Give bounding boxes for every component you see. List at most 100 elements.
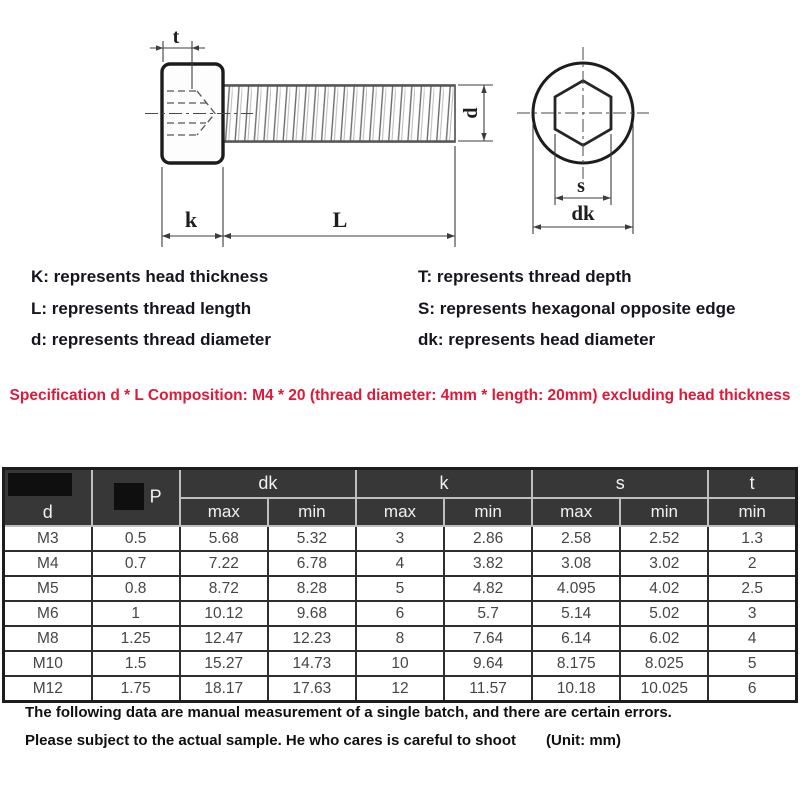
col-header-p-label: P bbox=[149, 486, 162, 507]
value-cell: 0.8 bbox=[90, 575, 181, 602]
size-cell: M5 bbox=[2, 575, 93, 602]
value-cell: 8.28 bbox=[266, 575, 357, 602]
note-line-1: The following data are manual measuremen… bbox=[25, 704, 672, 721]
value-cell: 12.47 bbox=[178, 625, 269, 652]
dim-label-l: L bbox=[333, 207, 348, 232]
footer-notes: The following data are manual measuremen… bbox=[25, 699, 672, 754]
value-cell: 6 bbox=[707, 675, 798, 703]
col-group-s: s bbox=[531, 467, 710, 499]
table-row: M5 0.8 8.72 8.28 5 4.82 4.095 4.02 2.5 bbox=[2, 575, 798, 602]
value-cell: 6.78 bbox=[266, 550, 357, 577]
front-view: s dk bbox=[517, 47, 649, 234]
subheader-dk-max: max bbox=[178, 497, 269, 527]
legend-right: T: represents thread depth S: represents… bbox=[418, 261, 735, 356]
value-cell: 1.5 bbox=[90, 650, 181, 677]
dim-k-l bbox=[161, 146, 456, 247]
size-cell: M8 bbox=[2, 625, 93, 652]
subheader-s-max: max bbox=[531, 497, 622, 527]
value-cell: 8 bbox=[354, 625, 446, 652]
value-cell: 10.12 bbox=[178, 600, 269, 627]
hidden-socket-lines bbox=[167, 90, 216, 136]
value-cell: 0.5 bbox=[90, 525, 181, 552]
spec-table-body: M3 0.5 5.68 5.32 3 2.86 2.58 2.52 1.3 M4 0.7 7.22 6.… bbox=[2, 525, 798, 703]
value-cell: 5 bbox=[707, 650, 798, 677]
dim-label-k: k bbox=[185, 207, 198, 232]
col-group-k: k bbox=[354, 467, 534, 499]
redacted-patch bbox=[8, 473, 72, 496]
value-cell: 4 bbox=[354, 550, 446, 577]
value-cell: 2.5 bbox=[707, 575, 798, 602]
legend-item-d: d: represents thread diameter bbox=[31, 330, 271, 349]
value-cell: 8.025 bbox=[619, 650, 710, 677]
value-cell: 9.64 bbox=[443, 650, 534, 677]
size-cell: M12 bbox=[2, 675, 93, 703]
value-cell: 3.02 bbox=[619, 550, 710, 577]
table-row: M3 0.5 5.68 5.32 3 2.86 2.58 2.52 1.3 bbox=[2, 525, 798, 552]
value-cell: 3 bbox=[354, 525, 446, 552]
value-cell: 18.17 bbox=[178, 675, 269, 703]
dim-label-dk: dk bbox=[571, 201, 595, 225]
dim-label-t: t bbox=[173, 26, 180, 48]
table-row: M10 1.5 15.27 14.73 10 9.64 8.175 8.025 5 bbox=[2, 650, 798, 677]
value-cell: 10 bbox=[354, 650, 446, 677]
value-cell: 4 bbox=[707, 625, 798, 652]
legend-item-s: S: represents hexagonal opposite edge bbox=[418, 298, 736, 318]
dimension-table-wrap: d P dk k s t max min max min max min min bbox=[2, 467, 798, 703]
legend-item-dk: dk: represents head diameter bbox=[418, 330, 656, 349]
specification-note: Specification d * L Composition: M4 * 20… bbox=[9, 387, 791, 404]
legend-item-k: K: represents head thickness bbox=[31, 267, 269, 286]
subheader-s-min: min bbox=[619, 497, 710, 527]
value-cell: 4.095 bbox=[531, 575, 622, 602]
value-cell: 2.58 bbox=[531, 525, 622, 552]
size-cell: M10 bbox=[2, 650, 93, 677]
value-cell: 9.68 bbox=[266, 600, 357, 627]
value-cell: 17.63 bbox=[266, 675, 357, 703]
unit-label: (Unit: mm) bbox=[546, 731, 621, 749]
dim-dk bbox=[532, 124, 634, 234]
subheader-k-max: max bbox=[354, 497, 446, 527]
value-cell: 2 bbox=[707, 550, 798, 577]
value-cell: 5 bbox=[354, 575, 446, 602]
dim-d bbox=[458, 84, 493, 142]
screw-technical-drawing: t k L d bbox=[0, 0, 800, 258]
legend-item-l: L: represents thread length bbox=[31, 298, 252, 318]
value-cell: 12.23 bbox=[266, 625, 357, 652]
size-cell: M3 bbox=[2, 525, 93, 552]
value-cell: 5.68 bbox=[178, 525, 269, 552]
value-cell: 3.08 bbox=[531, 550, 622, 577]
subheader-dk-min: min bbox=[266, 497, 357, 527]
value-cell: 1.75 bbox=[90, 675, 181, 703]
table-row: M8 1.25 12.47 12.23 8 7.64 6.14 6.02 4 bbox=[2, 625, 798, 652]
dim-label-d: d bbox=[460, 107, 482, 118]
subheader-t-min: min bbox=[707, 497, 798, 527]
value-cell: 11.57 bbox=[443, 675, 534, 703]
col-group-t: t bbox=[707, 467, 798, 499]
col-group-dk: dk bbox=[178, 467, 357, 499]
value-cell: 2.86 bbox=[443, 525, 534, 552]
value-cell: 1.3 bbox=[707, 525, 798, 552]
size-cell: M6 bbox=[2, 600, 93, 627]
table-row: M6 1 10.12 9.68 6 5.7 5.14 5.02 3 bbox=[2, 600, 798, 627]
front-centerlines bbox=[517, 47, 649, 179]
value-cell: 7.22 bbox=[178, 550, 269, 577]
value-cell: 8.175 bbox=[531, 650, 622, 677]
value-cell: 6.14 bbox=[531, 625, 622, 652]
table-row: M12 1.75 18.17 17.63 12 11.57 10.18 10.025 6 bbox=[2, 675, 798, 703]
value-cell: 3 bbox=[707, 600, 798, 627]
value-cell: 1 bbox=[90, 600, 181, 627]
dimension-table: d P dk k s t max min max min max min min bbox=[2, 467, 798, 703]
side-view: t k L d bbox=[145, 26, 493, 247]
value-cell: 14.73 bbox=[266, 650, 357, 677]
value-cell: 10.025 bbox=[619, 675, 710, 703]
col-header-p: P bbox=[90, 467, 181, 527]
legend-left: K: represents head thickness L: represen… bbox=[31, 261, 271, 356]
value-cell: 5.02 bbox=[619, 600, 710, 627]
col-header-d: d bbox=[2, 467, 93, 527]
value-cell: 5.32 bbox=[266, 525, 357, 552]
value-cell: 5.14 bbox=[531, 600, 622, 627]
dim-label-s: s bbox=[577, 175, 585, 197]
value-cell: 2.52 bbox=[619, 525, 710, 552]
thread-shaft bbox=[222, 84, 456, 143]
value-cell: 8.72 bbox=[178, 575, 269, 602]
note-line-2-text: Please subject to the actual sample. He … bbox=[25, 731, 516, 749]
